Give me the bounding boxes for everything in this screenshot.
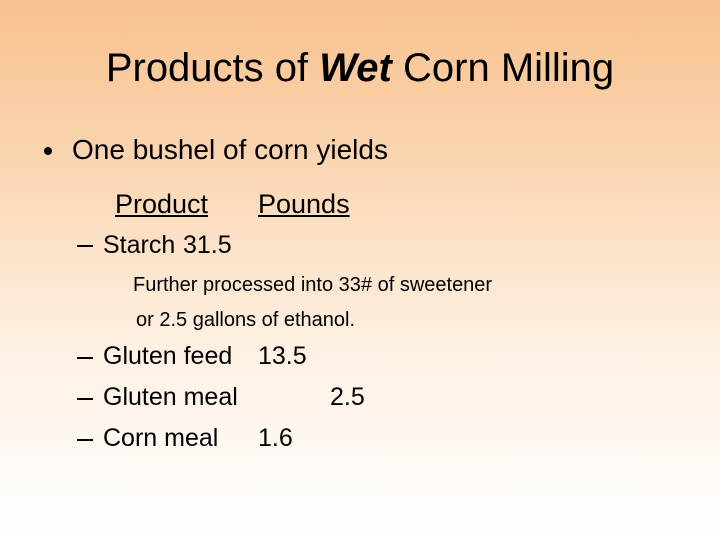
item-pounds: 13.5	[258, 342, 307, 370]
header-pounds: Pounds	[258, 189, 350, 219]
item-pounds: 1.6	[258, 424, 293, 452]
item-name: Gluten meal	[103, 383, 238, 411]
dash	[77, 245, 93, 247]
item-name: Corn meal	[103, 424, 219, 452]
title: Products of Wet Corn Milling	[0, 48, 720, 88]
item-name: Starch	[103, 231, 176, 259]
item-pounds: 2.5	[330, 383, 365, 411]
title-part: Corn Milling	[403, 46, 615, 90]
item-note: or 2.5 gallons of ethanol.	[136, 309, 356, 331]
bullet-text: One bushel of corn yields	[72, 134, 388, 165]
dash	[77, 398, 93, 400]
item-note: Further processed into 33# of sweetener	[133, 274, 493, 296]
item-name: Gluten feed	[103, 342, 233, 370]
dash	[77, 357, 93, 359]
header-product: Product	[115, 189, 209, 219]
dash	[77, 439, 93, 441]
item-pounds: 31.5	[183, 231, 232, 259]
title-emphasis: Wet	[319, 46, 392, 90]
title-part: Products of	[105, 46, 309, 90]
bullet-dot	[44, 147, 52, 155]
